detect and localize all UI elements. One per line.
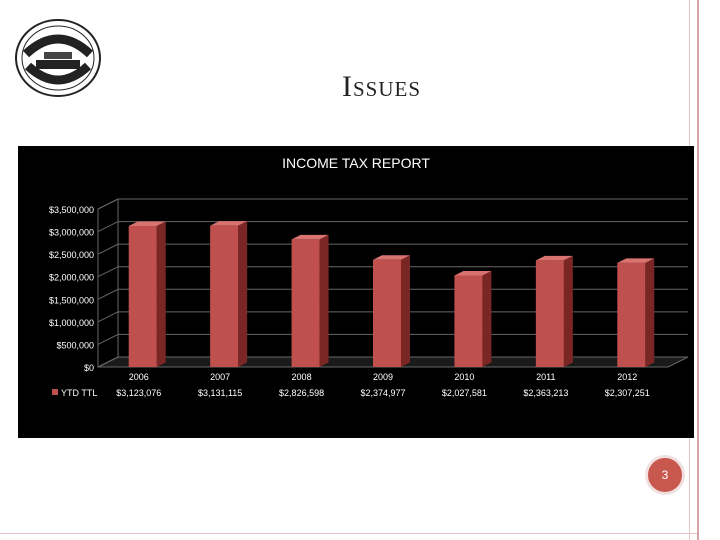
bar-side: [319, 234, 329, 367]
chart-svg: INCOME TAX REPORT $0 $500,000 $1,000,000 $1,…: [49, 155, 689, 398]
gridline: [97, 243, 688, 255]
income-tax-chart: INCOME TAX REPORT $0 $500,000 $1,000,000 $1,…: [18, 146, 694, 438]
gridline: [97, 356, 688, 368]
y-tick-label: $0: [84, 363, 94, 373]
data-label: $3,123,076: [116, 388, 161, 398]
chart-title: INCOME TAX REPORT: [282, 155, 430, 171]
legend-label: YTD TTL: [61, 388, 97, 398]
x-tick-label: 2007: [210, 372, 230, 382]
y-tick-label: $3,000,000: [49, 228, 94, 238]
bar-side: [563, 255, 573, 367]
bar-top: [617, 258, 655, 263]
x-tick-label: 2006: [129, 372, 149, 382]
x-tick-label: 2008: [292, 372, 312, 382]
bar: [617, 262, 646, 367]
bar: [128, 226, 157, 367]
y-tick-label: $1,500,000: [49, 295, 94, 305]
x-tick-label: 2009: [373, 372, 393, 382]
chart-side-wall: [97, 198, 119, 368]
bar: [210, 225, 239, 367]
bar-top: [454, 270, 492, 276]
y-tick-label: $2,000,000: [49, 273, 94, 283]
x-tick-label: 2012: [617, 372, 637, 382]
y-tick-label: $3,500,000: [49, 205, 94, 215]
slide-title: Issues: [342, 70, 422, 103]
slide-border-right: [697, 0, 699, 540]
data-label: $2,374,977: [360, 388, 405, 398]
bar: [291, 239, 320, 367]
bar-side: [645, 258, 655, 367]
data-label: $3,131,115: [198, 388, 242, 398]
data-label: $2,027,581: [442, 388, 487, 398]
bar: [535, 260, 564, 367]
x-tick-label: 2011: [536, 372, 555, 382]
middlefield-logo: [15, 19, 101, 97]
data-label: $2,363,213: [523, 388, 568, 398]
gridline: [97, 198, 688, 210]
bar-side: [238, 221, 248, 367]
gridline: [97, 311, 688, 323]
y-tick-label: $1,000,000: [49, 318, 94, 328]
gridline: [97, 266, 688, 278]
bar: [373, 259, 401, 367]
y-tick-label: $500,000: [56, 340, 94, 350]
bar-top: [535, 255, 573, 261]
bar-top: [291, 234, 329, 240]
gridline: [97, 288, 688, 300]
legend-swatch: [52, 389, 58, 395]
x-tick-label: 2010: [454, 372, 474, 382]
data-label: $2,307,251: [605, 388, 650, 398]
bar-side: [482, 270, 492, 367]
bar: [454, 275, 483, 367]
bar-top: [373, 255, 410, 260]
gridline: [97, 333, 688, 345]
gridline: [97, 221, 688, 233]
bar-side: [156, 221, 166, 367]
bar-side: [401, 255, 410, 367]
data-label: $2,826,598: [279, 388, 324, 398]
bar-top: [128, 221, 166, 227]
slide-border-bottom: [0, 533, 697, 534]
page-number: 3: [645, 455, 685, 495]
y-tick-label: $2,500,000: [49, 250, 94, 260]
bar-top: [210, 221, 248, 226]
